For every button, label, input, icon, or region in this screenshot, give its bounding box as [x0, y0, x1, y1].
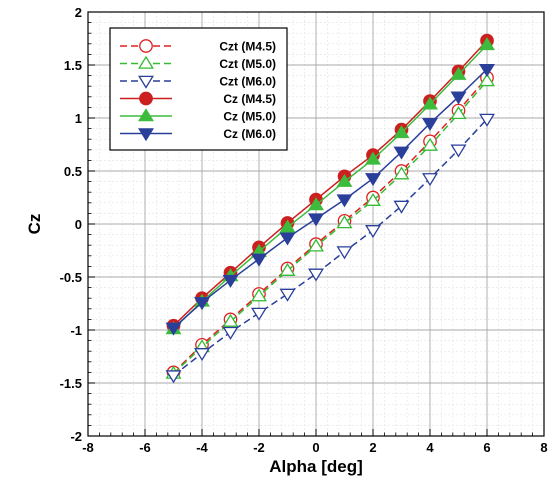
x-axis-title: Alpha [deg] [269, 457, 363, 476]
legend-marker [139, 39, 153, 53]
data-point [422, 137, 438, 151]
x-tick-label: 4 [426, 440, 434, 455]
x-tick-label: -4 [196, 440, 208, 455]
data-point [279, 232, 296, 246]
data-point [165, 322, 182, 336]
legend-label: Cz (M5.0) [223, 110, 276, 124]
data-point [422, 96, 438, 110]
data-point [194, 297, 210, 311]
data-point [308, 197, 324, 211]
data-point [308, 238, 324, 252]
data-point [222, 313, 239, 327]
x-tick-label: 2 [369, 440, 376, 455]
data-point [422, 173, 438, 187]
data-point [450, 144, 467, 158]
data-point [365, 192, 381, 206]
legend-marker [138, 75, 154, 89]
data-point [422, 118, 438, 132]
series-line [173, 118, 488, 377]
data-point [336, 173, 353, 187]
series-6 [165, 63, 495, 336]
data-point [450, 66, 467, 80]
x-tick-label: -6 [139, 440, 151, 455]
data-point [393, 166, 410, 180]
data-point [336, 194, 353, 208]
data-point [450, 91, 467, 105]
legend: Czt (M4.5) Czt (M5.0) Czt (M6.0) Cz (M4.5) C… [109, 27, 288, 151]
y-tick-label: -0.5 [60, 270, 82, 285]
legend-marker [139, 91, 153, 106]
data-point [279, 262, 296, 276]
legend-marker [138, 55, 154, 69]
data-point [279, 288, 296, 302]
x-tick-label: -8 [82, 440, 94, 455]
data-point [336, 215, 353, 229]
data-point [479, 73, 495, 87]
legend-label: Czt (M4.5) [219, 40, 276, 54]
y-tick-label: -1.5 [60, 376, 82, 391]
series-3 [165, 113, 495, 384]
y-tick-label: 0.5 [64, 164, 82, 179]
data-point [251, 253, 267, 267]
legend-marker [138, 108, 154, 122]
axis-ticks [87, 11, 545, 437]
data-point [479, 37, 495, 51]
legend-label: Czt (M5.0) [219, 57, 276, 71]
x-tick-label: 8 [540, 440, 547, 455]
series-layer [165, 33, 495, 384]
data-point [365, 225, 381, 239]
data-point [393, 146, 410, 160]
y-tick-label: -1 [70, 323, 82, 338]
data-point [365, 151, 381, 165]
data-point [336, 246, 353, 260]
data-point [251, 307, 267, 321]
y-axis-title: Cz [25, 214, 44, 235]
legend-label: Cz (M4.5) [223, 92, 276, 106]
data-point [479, 63, 495, 77]
data-point [365, 173, 381, 187]
legend-marker [138, 128, 154, 142]
y-tick-labels: -2 -1.5 -1 -0.5 0 0.5 1 1.5 2 [60, 5, 82, 444]
data-point [479, 113, 495, 127]
x-tick-label: -2 [253, 440, 265, 455]
data-point [194, 348, 210, 362]
x-tick-label: 6 [483, 440, 490, 455]
x-tick-label: 0 [312, 440, 319, 455]
legend-label: Cz (M6.0) [223, 127, 276, 141]
data-point [279, 219, 296, 233]
y-tick-label: 0 [75, 217, 82, 232]
y-tick-label: 1.5 [64, 58, 82, 73]
data-point [393, 200, 410, 214]
data-point [222, 326, 239, 340]
x-tick-labels: -8 -6 -4 -2 0 2 4 6 8 [82, 440, 547, 455]
data-point [308, 268, 324, 282]
data-point [222, 274, 239, 288]
y-tick-label: 2 [75, 5, 82, 20]
legend-label: Czt (M6.0) [219, 75, 276, 89]
data-point [308, 213, 324, 227]
data-point [251, 288, 267, 302]
y-tick-label: -2 [70, 429, 82, 444]
y-tick-label: 1 [75, 111, 82, 126]
data-point [450, 106, 467, 120]
data-point [393, 125, 410, 139]
data-point [165, 370, 182, 384]
